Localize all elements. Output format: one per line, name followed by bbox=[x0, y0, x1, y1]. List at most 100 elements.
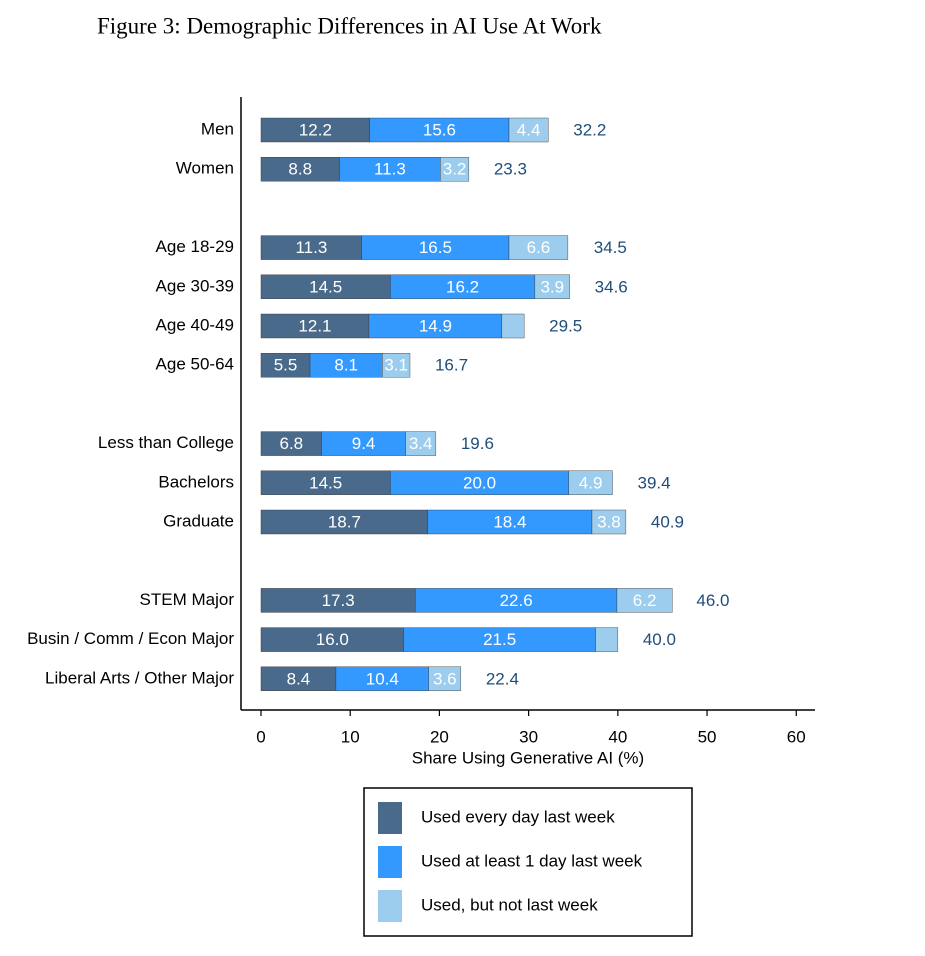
bar-segment bbox=[260, 627, 404, 652]
bar-segment bbox=[369, 117, 510, 143]
legend-swatch bbox=[378, 846, 402, 878]
total-label: 40.0 bbox=[643, 630, 676, 649]
bar-segment bbox=[260, 509, 429, 535]
chart-title: Figure 3: Demographic Differences in AI … bbox=[97, 13, 602, 38]
segment-label: 16.2 bbox=[446, 277, 479, 296]
x-tick-label: 0 bbox=[256, 727, 265, 746]
bar-segment bbox=[501, 313, 525, 339]
bar-segment bbox=[335, 666, 429, 691]
segment-label: 3.4 bbox=[409, 434, 433, 453]
x-tick-label: 20 bbox=[430, 727, 449, 746]
bar-segment bbox=[260, 666, 337, 691]
bar-segment bbox=[568, 470, 613, 495]
bar-segment bbox=[591, 509, 627, 535]
category-label: Bachelors bbox=[158, 472, 234, 491]
total-label: 39.4 bbox=[637, 473, 670, 492]
legend-swatch bbox=[378, 890, 402, 922]
total-label: 22.4 bbox=[486, 669, 519, 688]
segment-label: 4.4 bbox=[517, 120, 541, 139]
total-label: 23.3 bbox=[494, 160, 527, 179]
bar-segment bbox=[260, 274, 391, 299]
bar-segment bbox=[405, 431, 437, 456]
total-label: 32.2 bbox=[573, 120, 606, 139]
total-label: 40.9 bbox=[651, 512, 684, 531]
category-label: Age 50-64 bbox=[156, 355, 234, 374]
segment-label: 8.1 bbox=[334, 356, 358, 375]
bar-segment bbox=[428, 666, 462, 691]
category-label: Age 30-39 bbox=[156, 276, 234, 295]
category-label: Women bbox=[176, 159, 234, 178]
x-tick-label: 50 bbox=[698, 727, 717, 746]
bar-segment bbox=[260, 235, 362, 260]
category-label: Men bbox=[201, 119, 234, 138]
total-label: 29.5 bbox=[549, 316, 582, 335]
bar-segment bbox=[616, 588, 673, 613]
total-label: 46.0 bbox=[696, 591, 729, 610]
segment-label: 4.9 bbox=[579, 473, 603, 492]
segment-label: 17.3 bbox=[322, 591, 355, 610]
segment-label: 22.6 bbox=[500, 591, 533, 610]
segment-label: 9.4 bbox=[352, 434, 376, 453]
x-tick-label: 60 bbox=[787, 727, 806, 746]
bar-segment bbox=[361, 235, 510, 260]
segment-label: 18.7 bbox=[328, 512, 361, 531]
bar-segment bbox=[382, 353, 411, 378]
total-label: 34.5 bbox=[594, 238, 627, 257]
segment-label: 10.4 bbox=[366, 669, 399, 688]
x-tick-label: 40 bbox=[608, 727, 627, 746]
category-label: Busin / Comm / Econ Major bbox=[27, 629, 234, 648]
segment-label: 16.0 bbox=[316, 630, 349, 649]
segment-label: 18.4 bbox=[493, 512, 526, 531]
x-tick-label: 30 bbox=[519, 727, 538, 746]
category-label: Liberal Arts / Other Major bbox=[45, 668, 234, 687]
segment-label: 11.3 bbox=[295, 238, 327, 257]
segment-label: 3.2 bbox=[443, 160, 467, 179]
bar-segment bbox=[309, 353, 383, 378]
bar-segment bbox=[427, 509, 593, 535]
x-tick-label: 10 bbox=[341, 727, 360, 746]
bar-segment bbox=[440, 156, 470, 182]
segment-label: 6.2 bbox=[633, 591, 657, 610]
segment-label: 6.6 bbox=[527, 238, 551, 257]
bar-segment bbox=[508, 235, 569, 260]
segment-label: 14.5 bbox=[309, 277, 342, 296]
bar-segment bbox=[390, 470, 569, 495]
category-label: Age 40-49 bbox=[156, 315, 234, 334]
bar-segment bbox=[260, 313, 370, 339]
segment-label: 16.5 bbox=[419, 238, 452, 257]
segment-label: 3.1 bbox=[384, 356, 408, 375]
bar-segment bbox=[339, 156, 441, 182]
segment-label: 3.6 bbox=[433, 669, 457, 688]
legend-label: Used, but not last week bbox=[421, 895, 598, 914]
bar-segment bbox=[415, 588, 618, 613]
segment-label: 8.4 bbox=[287, 669, 311, 688]
segment-label: 12.2 bbox=[299, 120, 332, 139]
legend-label: Used at least 1 day last week bbox=[421, 851, 643, 870]
segment-label: 15.6 bbox=[423, 120, 456, 139]
legend-label: Used every day last week bbox=[421, 807, 615, 826]
segment-label: 6.8 bbox=[279, 434, 303, 453]
segment-label: 21.5 bbox=[483, 630, 516, 649]
segment-label: 14.9 bbox=[419, 316, 452, 335]
bar-segment bbox=[260, 156, 340, 182]
bar-segment bbox=[595, 627, 619, 652]
segment-label: 8.8 bbox=[288, 160, 312, 179]
legend-box bbox=[363, 787, 693, 937]
bar-segment bbox=[508, 117, 549, 143]
segment-label: 20.0 bbox=[463, 473, 496, 492]
bar-segment bbox=[403, 627, 596, 652]
x-axis-label: Share Using Generative AI (%) bbox=[412, 748, 644, 767]
total-label: 16.7 bbox=[435, 356, 468, 375]
segment-label: 3.8 bbox=[597, 512, 621, 531]
segment-label: 14.5 bbox=[309, 473, 342, 492]
bar-segment bbox=[534, 274, 570, 299]
total-label: 19.6 bbox=[461, 434, 494, 453]
bar-segment bbox=[390, 274, 536, 299]
category-label: STEM Major bbox=[140, 590, 235, 609]
segment-label: 3.9 bbox=[540, 277, 564, 296]
segment-label: 12.1 bbox=[298, 316, 331, 335]
category-label: Age 18-29 bbox=[156, 237, 234, 256]
category-label: Less than College bbox=[98, 433, 234, 452]
total-label: 34.6 bbox=[595, 277, 628, 296]
